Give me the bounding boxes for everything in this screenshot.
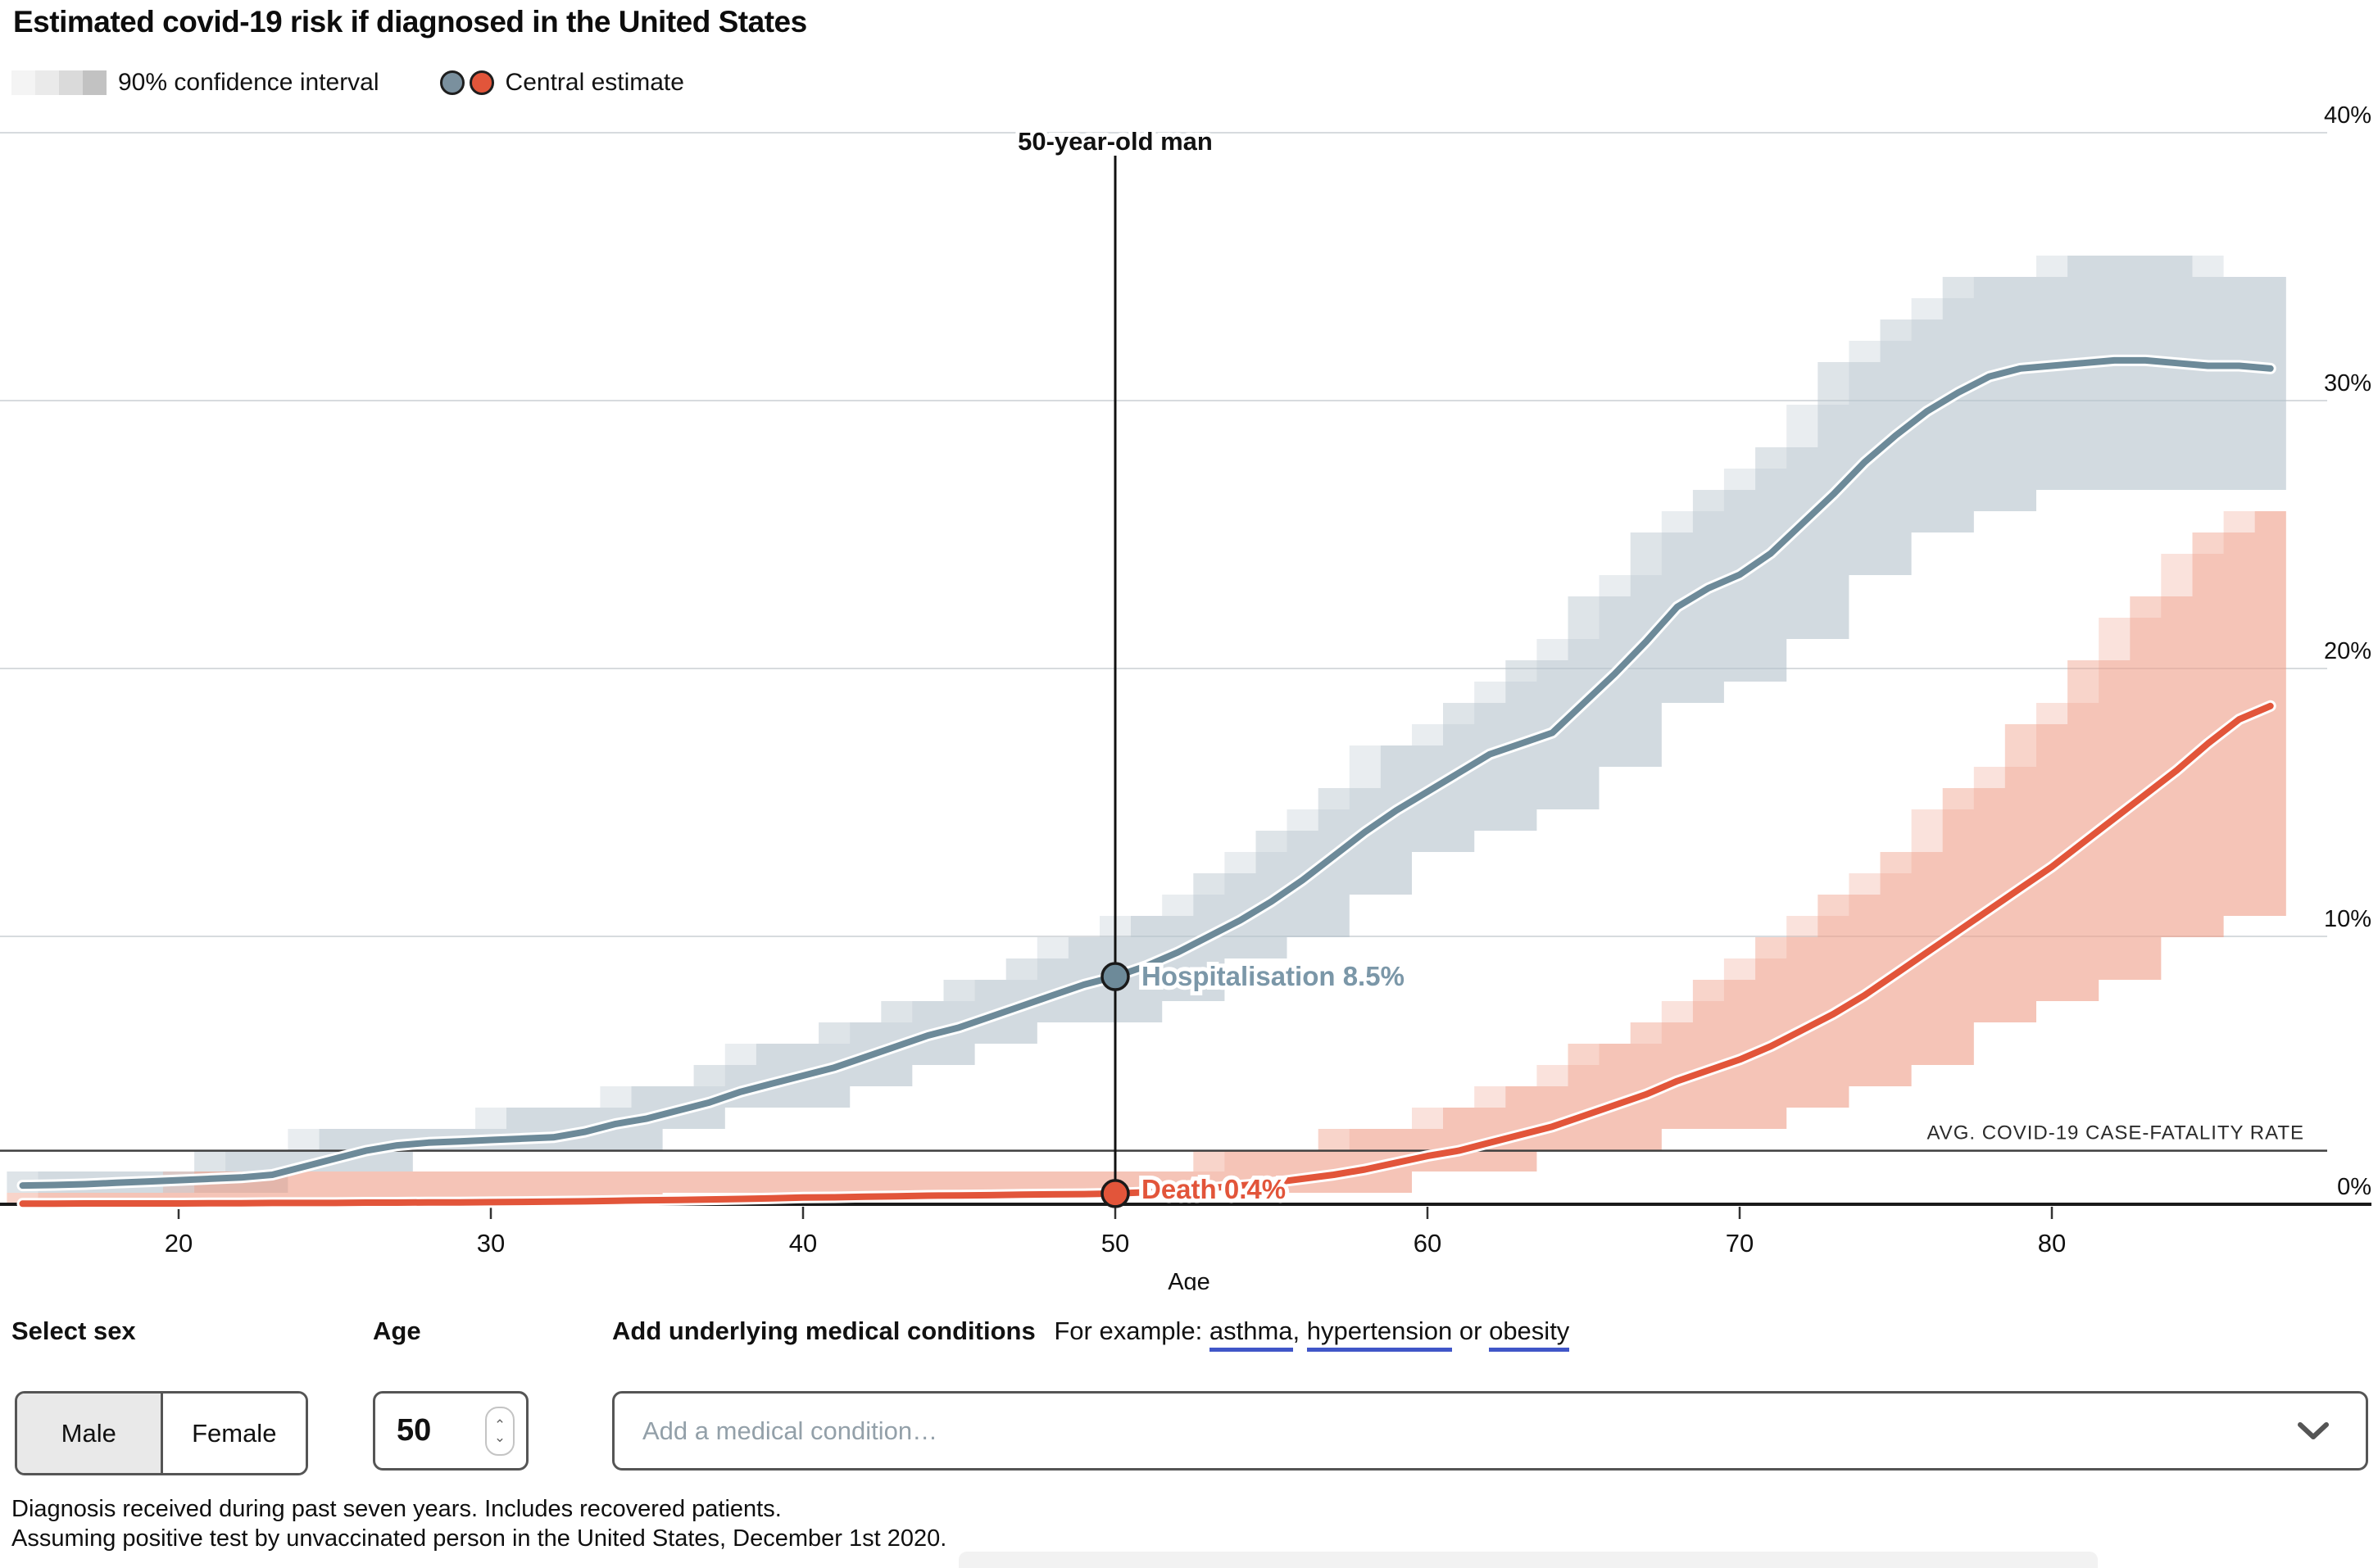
x-axis-label: 80	[2038, 1229, 2066, 1258]
y-axis-label: 30%	[2324, 370, 2371, 397]
swatch-tile	[59, 70, 83, 95]
hospitalisation-dot-icon	[439, 70, 465, 95]
stepper-up-icon[interactable]: ⌃	[493, 1416, 506, 1433]
swatch-tile	[11, 70, 35, 95]
age-input[interactable]	[375, 1412, 480, 1449]
example-link-hypertension[interactable]: hypertension	[1306, 1316, 1453, 1352]
swatch-tile	[35, 70, 59, 95]
x-axis-label: 70	[1726, 1229, 1754, 1258]
x-axis-label: 20	[165, 1229, 193, 1258]
y-axis-label: 40%	[2324, 102, 2371, 129]
select-sex-heading: Select sex	[11, 1316, 136, 1345]
age-heading: Age	[373, 1316, 421, 1345]
hospitalisation-line	[19, 356, 2274, 1190]
conditions-example: For example: asthma, hypertension or obe…	[1054, 1316, 1570, 1352]
conditions-heading-row: Add underlying medical conditions For ex…	[612, 1316, 1570, 1352]
female-button[interactable]: Female	[162, 1394, 306, 1473]
death-line	[19, 702, 2274, 1208]
condition-placeholder: Add a medical condition…	[642, 1416, 938, 1445]
central-estimate-dots-icon	[439, 70, 494, 95]
example-sep: or	[1452, 1316, 1490, 1345]
chart-legend: 90% confidence interval Central estimate	[11, 69, 684, 97]
x-axis-label: 50	[1101, 1229, 1129, 1258]
male-button[interactable]: Male	[17, 1394, 163, 1473]
avg-cfr-label: AVG. COVID-19 CASE-FATALITY RATE	[1926, 1122, 2304, 1144]
chevron-down-icon[interactable]	[2297, 1421, 2330, 1441]
sex-segmented-control: Male Female	[15, 1391, 308, 1475]
swatch-tile	[83, 70, 107, 95]
death-dot-icon	[469, 70, 494, 95]
x-axis-title: Age	[1168, 1269, 1210, 1290]
example-link-obesity[interactable]: obesity	[1489, 1316, 1570, 1352]
death-point-label: Death 0.4%	[1141, 1174, 1286, 1204]
example-sep: ,	[1292, 1316, 1307, 1345]
y-axis-label: 0%	[2337, 1174, 2371, 1200]
bottom-panel-edge	[959, 1552, 2098, 1568]
example-prefix: For example:	[1054, 1316, 1209, 1345]
death-confidence-band	[7, 511, 2286, 1204]
conditions-heading: Add underlying medical conditions	[612, 1316, 1036, 1345]
footnote-1: Diagnosis received during past seven yea…	[11, 1496, 782, 1522]
confidence-interval-label: 90% confidence interval	[118, 69, 379, 96]
footnote-2: Assuming positive test by unvaccinated p…	[11, 1525, 947, 1552]
age-reference-label[interactable]: 50-year-old man	[1014, 123, 1217, 160]
page-title: Estimated covid-19 risk if diagnosed in …	[13, 5, 807, 39]
y-axis-label: 10%	[2324, 906, 2371, 932]
x-axis-label: 40	[789, 1229, 817, 1258]
hospitalisation-confidence-band	[38, 256, 2286, 1193]
hospitalisation-marker	[1101, 962, 1130, 991]
death-confidence-band	[38, 511, 2286, 1204]
x-axis-label: 30	[477, 1229, 505, 1258]
example-link-asthma[interactable]: asthma	[1209, 1316, 1293, 1352]
hospitalisation-point-label: Hospitalisation 8.5%	[1141, 961, 1405, 991]
condition-select[interactable]: Add a medical condition…	[612, 1391, 2368, 1471]
stepper-down-icon[interactable]: ⌄	[493, 1429, 506, 1445]
age-field: ⌃ ⌄	[373, 1391, 529, 1471]
hospitalisation-confidence-band	[7, 256, 2286, 1193]
central-estimate-label: Central estimate	[505, 69, 684, 96]
confidence-interval-swatch-icon	[11, 70, 107, 95]
age-stepper[interactable]: ⌃ ⌄	[485, 1406, 515, 1456]
x-axis-label: 60	[1414, 1229, 1441, 1258]
risk-chart[interactable]: 10% 20% 30% 40% 0% AVG. COVID-19 CASE-FATALIT…	[0, 0, 2378, 1290]
death-marker	[1101, 1179, 1130, 1208]
y-axis-label: 20%	[2324, 638, 2371, 664]
